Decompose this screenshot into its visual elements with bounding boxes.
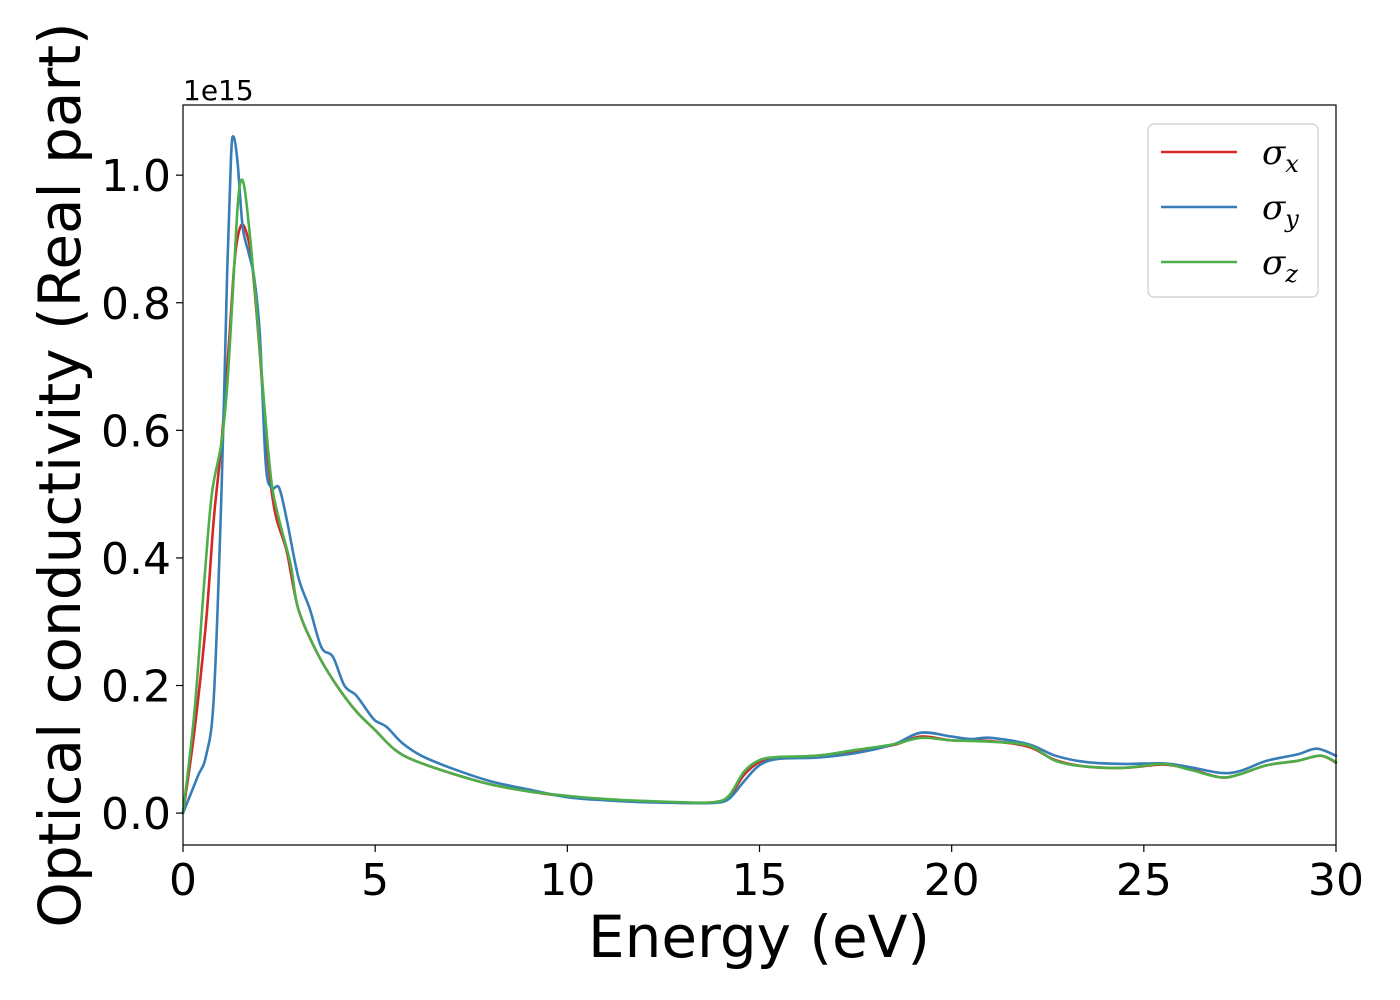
legend-label-z: σz	[1262, 243, 1298, 288]
x-tick-label: 30	[1308, 855, 1364, 906]
y-tick-label: 0.8	[101, 279, 171, 330]
legend-box	[1147, 123, 1319, 298]
y-axis: 0.0 0.2 0.4 0.6 0.8 1.0	[101, 151, 183, 840]
x-tick-label: 15	[732, 855, 788, 906]
legend-label-y: σy	[1262, 188, 1299, 233]
y-tick-label: 0.0	[101, 789, 171, 840]
x-tick-label: 10	[539, 855, 595, 906]
series-line-y	[181, 134, 1338, 815]
x-axis-title: Energy (eV)	[588, 903, 930, 971]
y-tick-label: 1.0	[101, 151, 171, 202]
x-tick-label: 0	[169, 855, 197, 906]
series-layer	[181, 134, 1338, 815]
y-tick-label: 0.2	[101, 662, 171, 713]
x-axis: 0 5 10 15 20 25 30	[169, 845, 1364, 906]
y-offset-label: 1e15	[183, 74, 254, 107]
x-tick-label: 20	[924, 855, 980, 906]
y-tick-label: 0.6	[101, 406, 171, 457]
y-axis-title: Optical conductivity (Real part)	[26, 22, 94, 927]
legend-label-x: σx	[1262, 133, 1299, 178]
x-tick-label: 5	[361, 855, 389, 906]
legend: σx σy σz	[1147, 123, 1319, 298]
x-tick-label: 25	[1116, 855, 1172, 906]
y-tick-label: 0.4	[101, 534, 171, 585]
series-line-z	[181, 178, 1338, 815]
